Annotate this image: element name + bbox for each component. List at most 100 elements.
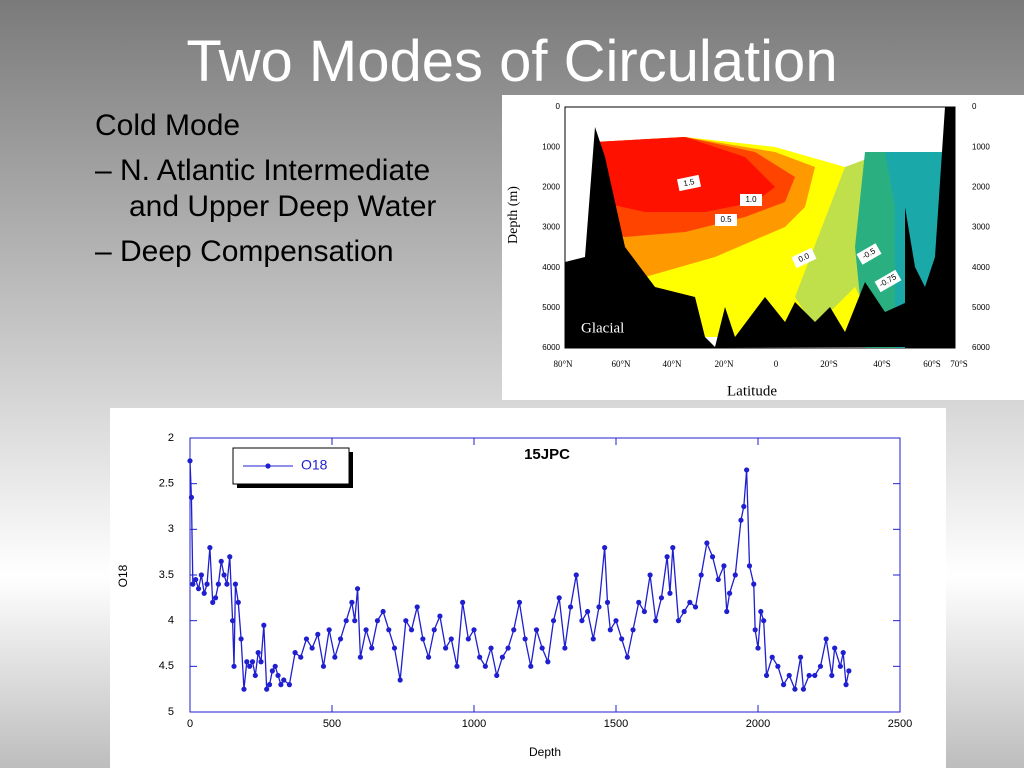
data-point bbox=[261, 622, 267, 628]
y-tick-label: 1000 bbox=[542, 142, 560, 151]
data-point bbox=[244, 659, 250, 665]
data-point bbox=[369, 645, 375, 651]
data-point bbox=[812, 672, 818, 679]
data-point bbox=[231, 663, 237, 669]
data-point bbox=[653, 618, 659, 624]
data-point bbox=[692, 604, 699, 610]
data-point bbox=[221, 572, 227, 578]
data-point bbox=[460, 599, 466, 605]
data-point bbox=[817, 663, 824, 669]
y-tick-label: 4000 bbox=[972, 263, 990, 272]
data-point bbox=[465, 636, 471, 642]
data-point bbox=[494, 672, 500, 679]
data-point bbox=[190, 581, 196, 587]
data-point bbox=[207, 545, 213, 551]
data-point bbox=[670, 545, 676, 551]
data-point bbox=[775, 663, 781, 669]
y-tick-label: 3.5 bbox=[159, 569, 174, 581]
data-point bbox=[414, 604, 420, 610]
data-point bbox=[278, 682, 284, 688]
data-point bbox=[837, 663, 843, 669]
data-point bbox=[752, 627, 758, 633]
data-point bbox=[607, 627, 613, 633]
data-point bbox=[613, 618, 619, 624]
data-point bbox=[482, 663, 488, 669]
data-point bbox=[846, 668, 852, 674]
data-point bbox=[488, 645, 494, 651]
y-tick-label: 3000 bbox=[972, 223, 990, 232]
data-point bbox=[590, 636, 596, 642]
data-point bbox=[664, 554, 670, 560]
data-point bbox=[667, 590, 673, 596]
data-point bbox=[550, 618, 557, 624]
data-point bbox=[454, 663, 460, 669]
data-point bbox=[292, 650, 298, 656]
contour-band bbox=[595, 137, 775, 212]
data-point bbox=[352, 618, 358, 624]
data-point bbox=[215, 581, 221, 587]
data-point bbox=[806, 672, 812, 679]
data-point bbox=[630, 627, 636, 633]
data-point bbox=[761, 618, 767, 624]
data-point bbox=[832, 645, 838, 651]
data-point bbox=[249, 659, 256, 665]
data-point bbox=[539, 645, 545, 651]
data-point bbox=[198, 572, 204, 578]
contour-label-box bbox=[715, 214, 737, 226]
data-point bbox=[320, 663, 327, 669]
x-tick-label: 2500 bbox=[888, 718, 912, 730]
data-point bbox=[792, 686, 798, 692]
contour-label: 1.0 bbox=[745, 195, 757, 204]
data-point bbox=[258, 659, 264, 665]
data-point bbox=[201, 590, 207, 596]
data-point bbox=[238, 636, 244, 642]
topography bbox=[905, 107, 955, 348]
data-point bbox=[579, 618, 585, 624]
data-point bbox=[738, 517, 744, 523]
y-tick-label: 5 bbox=[168, 706, 174, 718]
data-point bbox=[471, 627, 477, 633]
data-point bbox=[704, 540, 710, 546]
x-tick-label: 1500 bbox=[604, 718, 628, 730]
data-point bbox=[315, 631, 321, 637]
bullet: – Deep Compensation bbox=[95, 235, 394, 268]
data-point bbox=[522, 636, 528, 642]
y-tick-label: 2.5 bbox=[159, 478, 174, 490]
data-point bbox=[769, 654, 775, 660]
data-point bbox=[602, 545, 608, 551]
data-point bbox=[443, 645, 449, 651]
data-point bbox=[332, 654, 338, 660]
y-axis-label: Depth (m) bbox=[506, 186, 521, 244]
data-point bbox=[573, 572, 579, 578]
data-point bbox=[715, 576, 721, 583]
data-point bbox=[204, 581, 210, 587]
y-tick-label: 2 bbox=[168, 432, 174, 444]
data-point bbox=[397, 677, 403, 683]
data-point bbox=[763, 672, 770, 679]
data-point bbox=[363, 627, 369, 633]
data-point bbox=[286, 682, 292, 688]
y-tick-label: 2000 bbox=[542, 182, 560, 191]
data-point bbox=[499, 654, 505, 660]
data-point bbox=[230, 618, 236, 624]
y-tick-label: 0 bbox=[972, 102, 977, 111]
legend-label: O18 bbox=[301, 457, 328, 473]
y-tick-label: 5000 bbox=[542, 303, 560, 312]
contour-label-box bbox=[856, 243, 882, 265]
data-point bbox=[193, 576, 199, 583]
x-tick-label: 500 bbox=[323, 718, 341, 730]
data-point bbox=[744, 467, 750, 473]
contour-label: 0.5 bbox=[720, 215, 732, 224]
y-tick-label: 6000 bbox=[542, 343, 560, 352]
data-point bbox=[533, 627, 540, 633]
contour-label-box bbox=[791, 247, 817, 269]
data-point bbox=[431, 627, 437, 633]
data-point bbox=[758, 608, 764, 615]
x-axis-label: Latitude bbox=[727, 383, 777, 399]
data-point bbox=[562, 645, 568, 651]
topography bbox=[565, 127, 905, 348]
data-point bbox=[241, 686, 247, 692]
x-tick-label: 40°S bbox=[873, 359, 891, 369]
